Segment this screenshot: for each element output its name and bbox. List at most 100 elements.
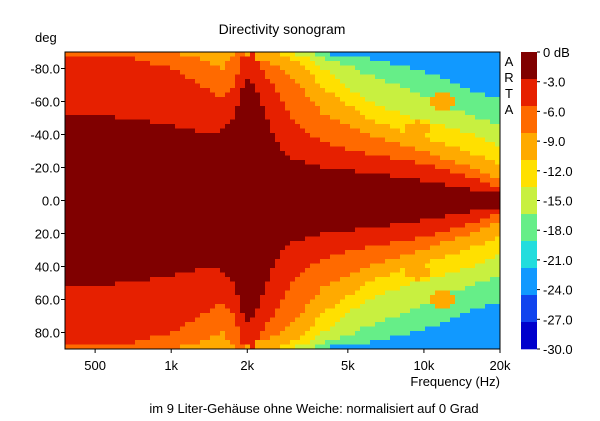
- heatmap-cell: [95, 313, 101, 318]
- heatmap-cell: [300, 92, 306, 98]
- heatmap-cell: [130, 142, 136, 147]
- heatmap-cell: [400, 65, 406, 71]
- heatmap-cell: [325, 110, 331, 116]
- heatmap-cell: [340, 272, 346, 278]
- heatmap-cell: [210, 169, 216, 174]
- heatmap-cell: [100, 128, 106, 134]
- heatmap-cell: [110, 101, 116, 107]
- heatmap-cell: [195, 281, 201, 287]
- heatmap-cell: [195, 79, 201, 84]
- heatmap-cell: [255, 304, 261, 309]
- heatmap-cell: [405, 340, 411, 345]
- heatmap-cell: [200, 65, 206, 71]
- heatmap-cell: [265, 56, 271, 62]
- heatmap-cell: [355, 173, 361, 179]
- heatmap-cell: [285, 290, 291, 296]
- heatmap-cell: [435, 137, 441, 143]
- heatmap-cell: [400, 61, 406, 66]
- heatmap-cell: [145, 286, 151, 291]
- heatmap-cell: [250, 196, 256, 201]
- heatmap-cell: [385, 124, 391, 129]
- heatmap-cell: [230, 160, 236, 165]
- heatmap-cell: [385, 236, 391, 242]
- heatmap-cell: [90, 142, 96, 147]
- heatmap-cell: [400, 137, 406, 143]
- heatmap-cell: [405, 268, 411, 273]
- heatmap-cell: [330, 245, 336, 251]
- heatmap-cell: [75, 218, 81, 224]
- heatmap-cell: [135, 65, 141, 71]
- heatmap-cell: [280, 227, 286, 233]
- heatmap-cell: [160, 326, 166, 332]
- heatmap-cell: [70, 65, 76, 71]
- heatmap-cell: [325, 151, 331, 156]
- heatmap-cell: [195, 272, 201, 278]
- heatmap-cell: [420, 133, 426, 138]
- heatmap-cell: [270, 119, 276, 125]
- heatmap-cell: [100, 52, 106, 57]
- heatmap-cell: [215, 52, 221, 57]
- heatmap-cell: [85, 178, 91, 183]
- heatmap-cell: [360, 52, 366, 57]
- heatmap-cell: [340, 250, 346, 255]
- heatmap-cell: [435, 128, 441, 134]
- heatmap-cell: [80, 52, 86, 57]
- heatmap-cell: [265, 101, 271, 107]
- heatmap-cell: [175, 308, 181, 314]
- heatmap-cell: [105, 281, 111, 287]
- heatmap-cell: [105, 115, 111, 120]
- heatmap-cell: [125, 299, 131, 305]
- heatmap-cell: [215, 173, 221, 179]
- heatmap-cell: [350, 74, 356, 80]
- heatmap-cell: [135, 97, 141, 102]
- heatmap-cell: [150, 196, 156, 201]
- heatmap-cell: [75, 119, 81, 125]
- heatmap-cell: [410, 340, 416, 345]
- heatmap-cell: [330, 223, 336, 228]
- heatmap-cell: [230, 254, 236, 260]
- heatmap-cell: [75, 313, 81, 318]
- heatmap-cell: [375, 178, 381, 183]
- heatmap-cell: [280, 263, 286, 269]
- heatmap-cell: [255, 52, 261, 57]
- heatmap-cell: [390, 79, 396, 84]
- heatmap-cell: [400, 223, 406, 228]
- heatmap-cell: [295, 304, 301, 309]
- heatmap-cell: [315, 101, 321, 107]
- heatmap-cell: [370, 227, 376, 233]
- heatmap-cell: [285, 340, 291, 345]
- heatmap-cell: [345, 191, 351, 197]
- heatmap-cell: [400, 335, 406, 341]
- heatmap-cell: [85, 88, 91, 93]
- heatmap-cell: [185, 182, 191, 188]
- heatmap-cell: [110, 326, 116, 332]
- heatmap-cell: [395, 200, 401, 206]
- heatmap-cell: [220, 232, 226, 237]
- heatmap-cell: [420, 119, 426, 125]
- heatmap-cell: [275, 110, 281, 116]
- heatmap-cell: [110, 142, 116, 147]
- heatmap-cell: [235, 335, 241, 341]
- heatmap-cell: [75, 245, 81, 251]
- heatmap-cell: [430, 128, 436, 134]
- heatmap-cell: [65, 295, 71, 300]
- heatmap-cell: [400, 277, 406, 282]
- heatmap-cell: [100, 115, 106, 120]
- heatmap-cell: [90, 304, 96, 309]
- heatmap-cell: [160, 295, 166, 300]
- heatmap-cell: [180, 155, 186, 161]
- heatmap-cell: [335, 74, 341, 80]
- heatmap-cell: [325, 236, 331, 242]
- heatmap-cell: [145, 277, 151, 282]
- heatmap-cell: [195, 263, 201, 269]
- heatmap-cell: [375, 106, 381, 111]
- heatmap-cell: [220, 268, 226, 273]
- heatmap-cell: [265, 191, 271, 197]
- heatmap-cell: [160, 88, 166, 93]
- heatmap-cell: [245, 169, 251, 174]
- heatmap-cell: [305, 340, 311, 345]
- heatmap-cell: [85, 236, 91, 242]
- heatmap-cell: [195, 250, 201, 255]
- heatmap-cell: [220, 317, 226, 323]
- heatmap-cell: [135, 322, 141, 327]
